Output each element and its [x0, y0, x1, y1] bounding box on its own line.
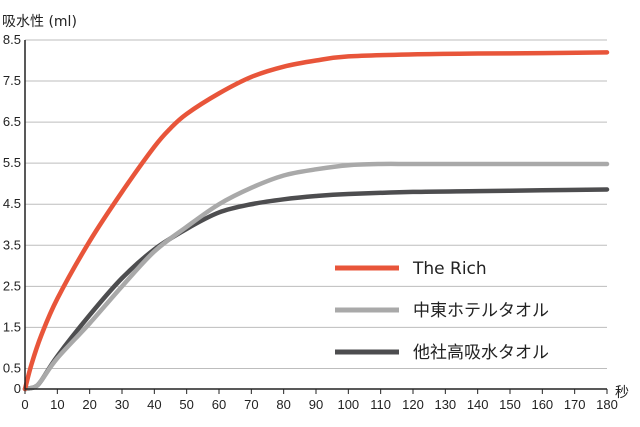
series-line-1 — [22, 161, 610, 392]
x-tick-label: 170 — [564, 397, 586, 412]
x-tick-label: 80 — [276, 397, 290, 412]
y-tick-label: 1.5 — [3, 319, 21, 334]
x-tick-label: 70 — [244, 397, 258, 412]
series-lines — [22, 50, 610, 392]
y-tick-label: 0 — [14, 381, 21, 396]
x-tick-label: 150 — [499, 397, 521, 412]
y-tick-label: 6.5 — [3, 114, 21, 129]
x-tick-label: 130 — [434, 397, 456, 412]
x-tick-label: 10 — [50, 397, 64, 412]
x-tick-label: 160 — [531, 397, 553, 412]
x-tick-label: 100 — [337, 397, 359, 412]
legend-label: 他社高吸水タオル — [413, 343, 549, 363]
y-tick-label: 3.5 — [3, 237, 21, 252]
x-axis-title: 秒 — [615, 385, 629, 401]
y-tick-label: 8.5 — [3, 32, 21, 47]
y-tick-label: 5.5 — [3, 155, 21, 170]
x-tick-label: 20 — [82, 397, 96, 412]
x-tick-label: 50 — [179, 397, 193, 412]
y-tick-labels: 0 0.5 1.5 2.5 3.5 4.5 5.5 6.5 7.5 8.5 — [3, 32, 21, 396]
x-tick-label: 90 — [309, 397, 323, 412]
y-tick-label: 7.5 — [3, 73, 21, 88]
series-line-0 — [22, 50, 610, 392]
x-tick-labels: 0 10 20 30 40 50 60 70 80 90 100 110 120 130 140 150 160… — [21, 389, 618, 412]
x-tick-label: 180 — [596, 397, 618, 412]
legend-label: The Rich — [412, 259, 487, 279]
axes — [24, 40, 607, 390]
x-tick-label: 60 — [212, 397, 226, 412]
y-axis-title: 吸水性 (ml) — [2, 14, 77, 30]
y-tick-label: 2.5 — [3, 278, 21, 293]
y-tick-label: 0.5 — [3, 360, 21, 375]
legend-label: 中東ホテルタオル — [413, 301, 549, 321]
x-tick-label: 120 — [402, 397, 424, 412]
x-tick-label: 0 — [21, 397, 28, 412]
x-tick-label: 140 — [467, 397, 489, 412]
x-tick-label: 30 — [115, 397, 129, 412]
x-tick-label: 40 — [147, 397, 161, 412]
x-tick-label: 110 — [370, 397, 391, 412]
y-tick-label: 4.5 — [3, 196, 21, 211]
